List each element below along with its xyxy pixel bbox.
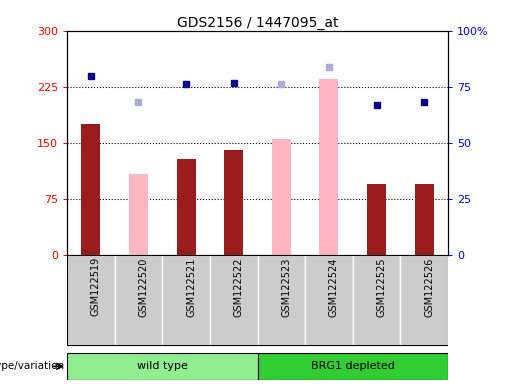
Bar — [67, 255, 448, 345]
Bar — [210, 255, 258, 345]
Title: GDS2156 / 1447095_at: GDS2156 / 1447095_at — [177, 16, 338, 30]
Text: GSM122525: GSM122525 — [376, 257, 387, 317]
Bar — [415, 184, 434, 255]
Bar — [305, 255, 353, 345]
Bar — [114, 255, 162, 345]
Text: wild type: wild type — [137, 361, 187, 371]
Text: BRG1 depleted: BRG1 depleted — [311, 361, 394, 371]
Bar — [401, 255, 448, 345]
Bar — [67, 255, 115, 345]
Bar — [81, 124, 100, 255]
Bar — [272, 139, 291, 255]
Bar — [67, 353, 258, 380]
Text: GSM122519: GSM122519 — [91, 257, 101, 316]
Text: GSM122523: GSM122523 — [281, 257, 291, 316]
Text: genotype/variation: genotype/variation — [0, 361, 64, 371]
Bar — [129, 174, 148, 255]
Bar — [162, 255, 210, 345]
Bar — [258, 353, 448, 380]
Text: GSM122522: GSM122522 — [234, 257, 244, 317]
Bar — [353, 255, 401, 345]
Text: GSM122524: GSM122524 — [329, 257, 339, 316]
Text: GSM122520: GSM122520 — [139, 257, 148, 316]
Bar — [224, 150, 243, 255]
Text: GSM122526: GSM122526 — [424, 257, 434, 316]
Bar — [258, 255, 305, 345]
Bar — [177, 159, 196, 255]
Bar — [319, 79, 338, 255]
Text: GSM122521: GSM122521 — [186, 257, 196, 316]
Bar — [367, 184, 386, 255]
